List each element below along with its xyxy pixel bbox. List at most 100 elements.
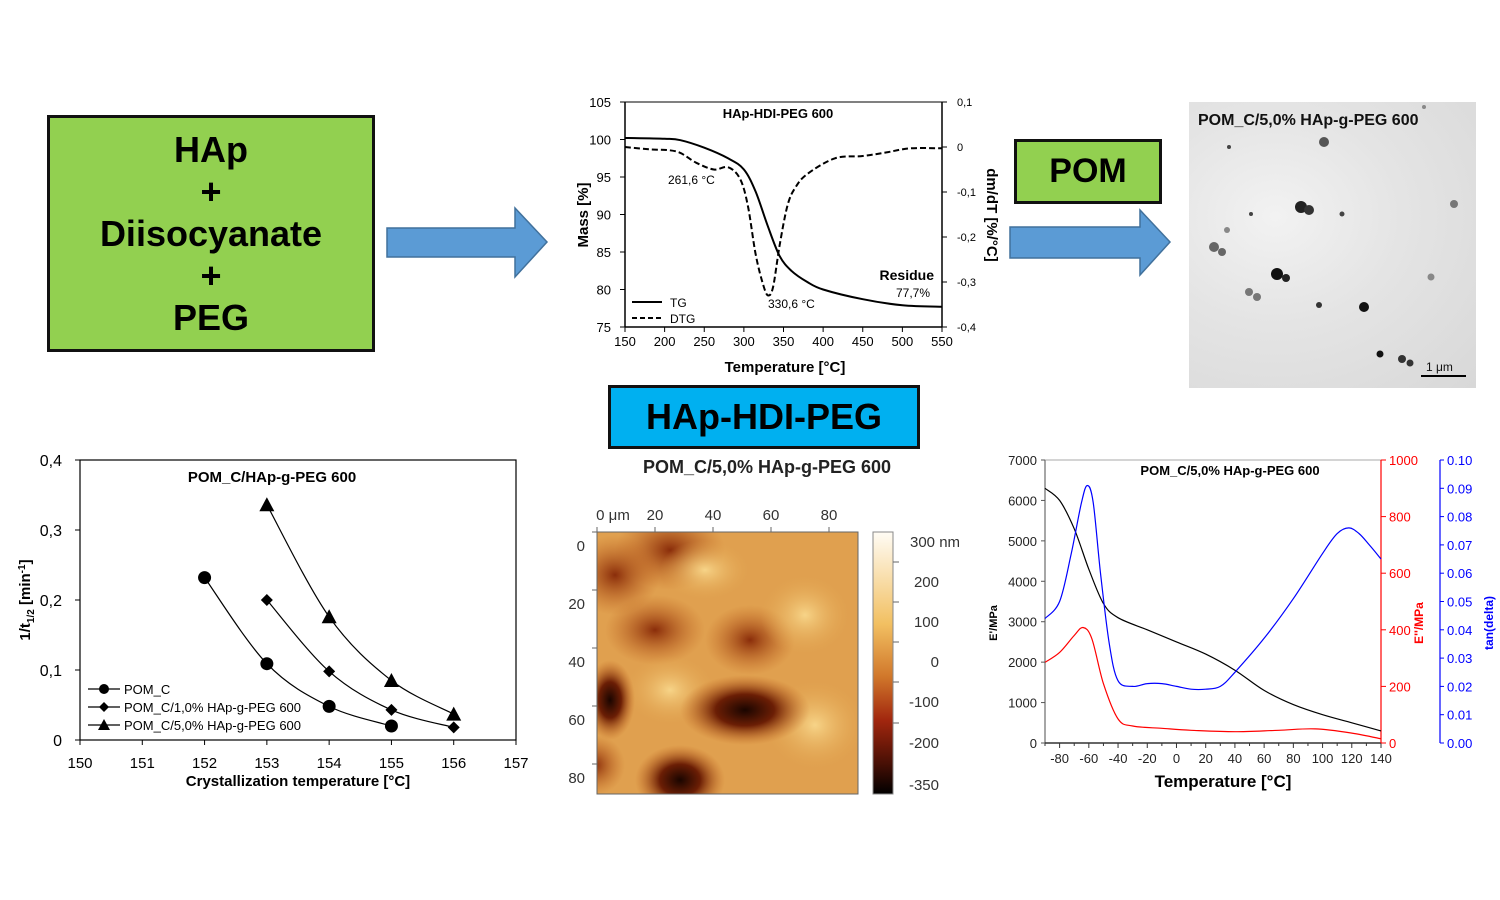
annotation-dtg-peak2: 330,6 °C <box>768 297 815 311</box>
x-tick-label: -80 <box>1050 751 1069 766</box>
y3-tick-label: 0.01 <box>1447 708 1472 723</box>
y-axis-label: 1/t1/2 [min-1] <box>17 559 37 640</box>
y-tick-label: 5000 <box>1008 534 1037 549</box>
x-tick-label: -20 <box>1138 751 1157 766</box>
y2-axis-label: E''/MPa <box>1412 602 1426 644</box>
x-tick-label: 550 <box>931 334 953 349</box>
legend-dtg: DTG <box>670 312 695 326</box>
x-axis-label: Crystallization temperature [°C] <box>186 773 410 790</box>
x-tick-label: 200 <box>654 334 676 349</box>
series-line <box>204 577 392 727</box>
y2-tick-label: 0 <box>1389 736 1396 751</box>
afm-y-tick-label: 60 <box>568 712 585 729</box>
afm-title: POM_C/5,0% HAp-g-PEG 600 <box>642 457 892 477</box>
y-tick-label: 105 <box>589 95 611 110</box>
y-axis-label: E'/MPa <box>988 604 1000 641</box>
series-line-dtg <box>624 146 943 297</box>
marker-circle <box>99 684 109 694</box>
y3-tick-label: 0.06 <box>1447 566 1472 581</box>
afm-x-tick-label: 60 <box>763 507 780 524</box>
y3-tick-label: 0.00 <box>1447 736 1472 751</box>
y-tick-label: 0,2 <box>40 593 62 610</box>
y-tick-label: 4000 <box>1008 574 1037 589</box>
y2-tick-label: 400 <box>1389 623 1411 638</box>
y-tick-label: 1000 <box>1008 696 1037 711</box>
legend-tg: TG <box>670 296 687 310</box>
x-tick-label: 154 <box>317 755 342 772</box>
afm-image: 0 μm 20 40 60 80 0 20 40 60 80 300 nm 200 100 0 -100 -2… <box>568 507 960 795</box>
colorbar-tick-label: 0 <box>931 654 939 671</box>
marker-triangle <box>321 609 337 624</box>
chart-title: POM_C/5,0% HAp-g-PEG 600 <box>1140 463 1319 478</box>
marker-triangle <box>446 706 462 721</box>
legend-label: POM_C/5,0% HAp-g-PEG 600 <box>124 718 301 733</box>
x-tick-label: 155 <box>379 755 404 772</box>
y2-tick-label: -0,1 <box>957 187 976 199</box>
scale-bar-label: 1 μm <box>1426 360 1453 374</box>
marker-circle <box>198 571 212 585</box>
x-tick-label: 60 <box>1257 751 1271 766</box>
reactants-box: HAp + Diisocyanate + PEG <box>47 115 375 352</box>
chart-title: HAp-HDI-PEG 600 <box>723 106 834 121</box>
y2-tick-label: 200 <box>1389 679 1411 694</box>
y-tick-label: 2000 <box>1008 655 1037 670</box>
plus-sign: + <box>200 170 222 212</box>
y3-tick-label: 0.07 <box>1447 538 1472 553</box>
pom-box: POM <box>1014 139 1162 204</box>
afm-y-tick-label: 80 <box>568 770 585 787</box>
afm-y-tick-label: 20 <box>568 596 585 613</box>
marker-diamond <box>99 702 109 712</box>
chart-title: POM_C/HAp-g-PEG 600 <box>188 469 356 486</box>
x-tick-label: 156 <box>441 755 466 772</box>
reactant-hap: HAp <box>174 128 248 170</box>
series-line <box>1044 484 1382 691</box>
afm-y-tick-label: 40 <box>568 654 585 671</box>
reactant-peg: PEG <box>172 296 250 338</box>
y-tick-label: 6000 <box>1008 493 1037 508</box>
colorbar-tick-label: 100 <box>914 614 939 631</box>
series-line <box>1044 626 1382 740</box>
x-tick-label: 400 <box>812 334 834 349</box>
x-axis-label: Temperature [°C] <box>725 359 846 376</box>
plot-frame <box>79 459 517 741</box>
afm-x-tick-label: 20 <box>647 507 664 524</box>
tem-image: POM_C/5,0% HAp-g-PEG 600 1 μm <box>1189 102 1476 388</box>
x-tick-label: -40 <box>1109 751 1128 766</box>
series-line <box>1044 487 1382 732</box>
colorbar-tick-label: -350 <box>909 777 939 794</box>
y2-tick-label: -0,2 <box>957 232 976 244</box>
y2-tick-label: -0,3 <box>957 277 976 289</box>
x-tick-label: 450 <box>852 334 874 349</box>
y3-tick-label: 0.04 <box>1447 623 1472 638</box>
pom-label: POM <box>1049 152 1127 190</box>
y3-tick-label: 0.05 <box>1447 595 1472 610</box>
colorbar-tick-label: 200 <box>914 574 939 591</box>
x-tick-label: 500 <box>892 334 914 349</box>
y2-tick-label: -0,4 <box>957 322 976 334</box>
y2-tick-label: 1000 <box>1389 453 1418 468</box>
crystallization-chart: POM_C/HAp-g-PEG 600 150 151 152 153 154 155 15… <box>17 453 529 790</box>
x-tick-label: 80 <box>1286 751 1300 766</box>
tg-chart: HAp-HDI-PEG 600 150 200 250 300 350 400 450 500… <box>575 95 1000 376</box>
annotation-dtg-peak1: 261,6 °C <box>668 173 715 187</box>
marker-circle <box>384 719 398 733</box>
y-tick-label: 0 <box>1030 736 1037 751</box>
afm-x-tick-label: 0 μm <box>596 507 630 524</box>
x-tick-label: 120 <box>1341 751 1363 766</box>
y3-tick-label: 0.02 <box>1447 679 1472 694</box>
product-box: HAp-HDI-PEG <box>608 385 920 449</box>
dma-chart: POM_C/5,0% HAp-g-PEG 600 -80 -60 -40 -20 0 20… <box>988 453 1496 791</box>
x-tick-label: 0 <box>1173 751 1180 766</box>
y2-axis-label: dm/dT [%/°C] <box>983 168 1000 262</box>
marker-circle <box>322 699 336 713</box>
x-tick-label: 100 <box>1312 751 1334 766</box>
marker-diamond <box>385 703 398 716</box>
y3-tick-label: 0.09 <box>1447 481 1472 496</box>
annotation-residue: Residue <box>880 267 935 283</box>
afm-y-tick-label: 0 <box>577 538 585 555</box>
legend-label: POM_C <box>124 682 170 697</box>
tem-particles <box>1209 105 1466 377</box>
y2-tick-label: 600 <box>1389 566 1411 581</box>
y-tick-label: 3000 <box>1008 615 1037 630</box>
colorbar-tick-label: -200 <box>909 735 939 752</box>
